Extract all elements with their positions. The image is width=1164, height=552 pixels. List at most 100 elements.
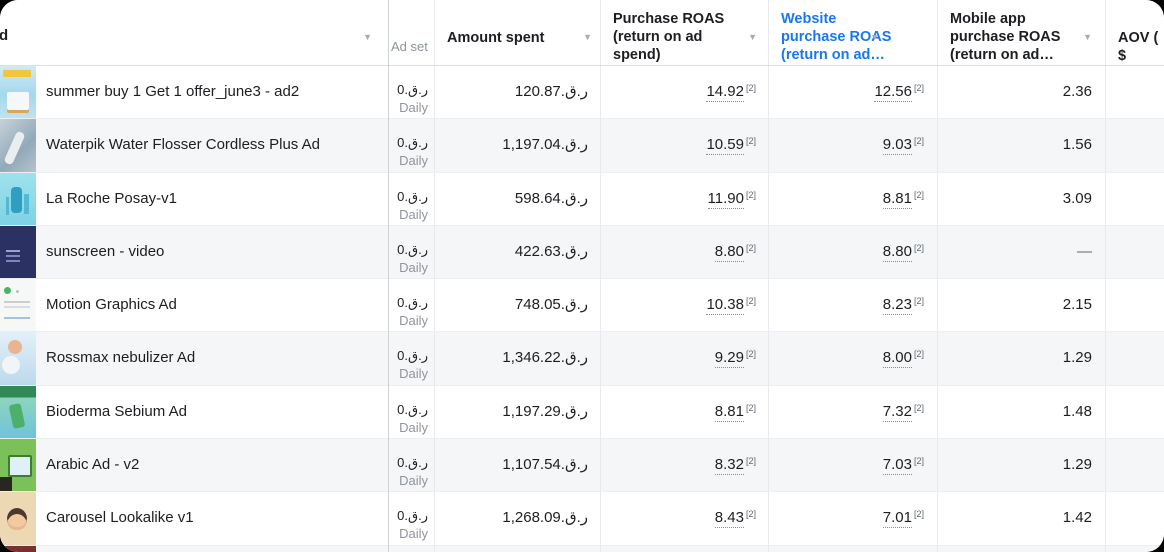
purchase-roas-value[interactable]: 8.32 xyxy=(714,456,744,476)
website-purchase-roas-value[interactable]: 7.01 xyxy=(882,509,912,529)
website-purchase-roas-value[interactable]: 7.32 xyxy=(882,402,912,422)
ad-thumbnail-carousel-face-creative[interactable] xyxy=(0,492,36,545)
currency-symbol: ر.ق. xyxy=(404,455,428,471)
column-header-website-purchase-roas[interactable]: Website purchase ROAS (return on ad… ▼ xyxy=(768,0,937,65)
ad-name-cell: Waterpik Water Flosser Cordless Plus Ad xyxy=(0,119,388,172)
budget-amount: 0ر.ق. xyxy=(397,401,428,417)
ad-thumbnail-dark-video-creative[interactable] xyxy=(0,225,36,279)
ad-thumbnail-buy-1-get-1-promo-creative[interactable] xyxy=(0,66,36,119)
ad-name-link[interactable]: summer buy 1 Get 1 offer_june3 - ad2 xyxy=(46,83,300,100)
purchase-roas-value[interactable]: 10.59 xyxy=(706,136,744,156)
ad-set-budget-cell: 0ر.ق. Daily xyxy=(388,66,434,118)
ad-thumbnail-arabic-green-creative[interactable] xyxy=(0,439,36,492)
amount-spent-cell: 1,197.29ر.ق. xyxy=(434,385,600,439)
sort-arrow-icon[interactable]: ▼ xyxy=(583,32,592,42)
ad-name-link[interactable]: Bioderma Sebium Ad xyxy=(46,402,187,420)
sort-arrow-icon[interactable]: ▼ xyxy=(748,32,757,42)
budget-schedule: Daily xyxy=(399,473,428,489)
currency-symbol: ر.ق. xyxy=(404,295,428,311)
budget-schedule: Daily xyxy=(399,206,428,222)
table-row: Rossmax nebulizer Ad 0ر.ق. Daily 1,346.2… xyxy=(0,332,1164,386)
column-header-purchase-roas[interactable]: Purchase ROAS (return on ad spend) ▼ xyxy=(600,0,768,65)
amount-spent-cell: 1,346.22ر.ق. xyxy=(434,332,600,385)
ad-name-link[interactable]: sunscreen - video xyxy=(46,242,165,260)
ad-thumbnail[interactable] xyxy=(0,545,36,552)
aov-cell xyxy=(1105,545,1106,552)
budget-amount: 0ر.ق. xyxy=(397,82,428,97)
column-header-mobile-app-purchase-roas[interactable]: Mobile app purchase ROAS (return on ad… … xyxy=(937,0,1105,65)
table-row: La Roche Posay-v1 0ر.ق. Daily 598.64ر.ق.… xyxy=(0,172,1164,226)
mobile-app-purchase-roas-cell: 1.56 xyxy=(937,119,1105,172)
ad-set-budget-cell xyxy=(388,546,434,552)
mobile-app-purchase-roas-cell: 2.36 xyxy=(937,66,1105,119)
ad-thumbnail-nebulizer-photo-creative[interactable] xyxy=(0,332,36,385)
sort-arrow-icon[interactable]: ▼ xyxy=(870,32,879,42)
budget-schedule: Daily xyxy=(399,419,428,435)
ad-set-budget-cell: 0ر.ق. Daily xyxy=(388,439,434,491)
footnote-marker: [2] xyxy=(745,456,756,467)
purchase-roas-value[interactable]: 9.29 xyxy=(714,349,744,369)
ad-thumbnail-skincare-bottle-creative[interactable] xyxy=(0,172,36,225)
sort-arrow-icon[interactable]: ▼ xyxy=(363,32,372,42)
website-purchase-roas-cell xyxy=(768,545,937,552)
website-purchase-roas-value[interactable]: 9.03 xyxy=(882,136,912,156)
ad-set-budget-cell: 0ر.ق. Daily xyxy=(388,226,434,278)
currency-symbol: ر.ق. xyxy=(560,402,588,420)
ad-set-budget-cell: 0ر.ق. Daily xyxy=(388,492,434,544)
ad-name-link[interactable]: Rossmax nebulizer Ad xyxy=(46,349,196,367)
website-purchase-roas-value[interactable]: 12.56 xyxy=(874,83,912,102)
ad-name-link[interactable]: Waterpik Water Flosser Cordless Plus Ad xyxy=(46,136,320,154)
footnote-marker: [2] xyxy=(913,509,924,520)
purchase-roas-value[interactable]: 8.43 xyxy=(714,509,744,529)
website-purchase-roas-value[interactable]: 8.81 xyxy=(882,189,912,209)
website-purchase-roas-value[interactable]: 8.23 xyxy=(882,296,912,316)
website-purchase-roas-cell: 8.00 [2] xyxy=(768,332,937,385)
ad-name-link[interactable]: Motion Graphics Ad xyxy=(46,296,177,314)
footnote-marker: [2] xyxy=(913,83,924,93)
aov-cell xyxy=(1105,225,1106,279)
purchase-roas-value[interactable]: 11.90 xyxy=(707,189,744,209)
column-header-amount-spent[interactable]: Amount spent ▼ xyxy=(434,0,600,65)
website-purchase-roas-value[interactable]: 8.80 xyxy=(882,242,912,262)
purchase-roas-value[interactable]: 8.81 xyxy=(714,402,744,422)
ad-thumbnail-motion-graphics-creative[interactable] xyxy=(0,279,36,332)
column-header-aov[interactable]: AOV ( $ xyxy=(1105,0,1164,65)
website-purchase-roas-value[interactable]: 7.03 xyxy=(882,456,912,476)
sort-arrow-icon[interactable]: ▼ xyxy=(1083,32,1092,42)
ad-name-cell: sunscreen - video xyxy=(0,225,388,279)
ad-name-cell: Bioderma Sebium Ad xyxy=(0,385,388,439)
aov-cell xyxy=(1105,172,1106,225)
purchase-roas-value[interactable]: 14.92 xyxy=(706,83,744,102)
budget-amount: 0ر.ق. xyxy=(397,241,428,257)
purchase-roas-value[interactable]: 8.80 xyxy=(714,242,744,262)
currency-symbol: ر.ق. xyxy=(560,296,588,314)
ad-thumbnail-water-flosser-photo-creative[interactable] xyxy=(0,119,36,172)
footnote-marker: [2] xyxy=(745,349,756,360)
budget-amount: 0ر.ق. xyxy=(397,348,428,364)
ad-column-label-fragment: d xyxy=(0,27,9,44)
purchase-roas-value[interactable]: 10.38 xyxy=(706,296,744,316)
budget-amount: 0ر.ق. xyxy=(397,295,428,311)
mobile-app-purchase-roas-value: 1.48 xyxy=(1062,402,1092,420)
amount-spent-cell: 422.63ر.ق. xyxy=(434,225,600,279)
ad-name-link[interactable]: Arabic Ad - v2 xyxy=(46,456,140,474)
ad-thumbnail-bioderma-product-creative[interactable] xyxy=(0,385,36,439)
website-purchase-roas-cell: 7.01 [2] xyxy=(768,492,937,545)
aov-cell xyxy=(1105,119,1106,172)
footnote-marker: [2] xyxy=(745,296,756,307)
currency-symbol: ر.ق. xyxy=(560,509,588,527)
ad-name-link[interactable]: Carousel Lookalike v1 xyxy=(46,509,194,527)
ad-set-column-label: Ad set xyxy=(391,39,428,54)
column-header-ad[interactable]: d ▼ xyxy=(0,0,388,65)
column-header-ad-set[interactable]: Ad set xyxy=(388,0,434,65)
budget-schedule: Daily xyxy=(399,259,428,275)
website-purchase-roas-value[interactable]: 8.00 xyxy=(882,349,912,369)
budget-schedule: Daily xyxy=(399,100,428,115)
ad-name-cell: Arabic Ad - v2 xyxy=(0,439,388,492)
footnote-marker: [2] xyxy=(745,189,756,200)
ad-name-link[interactable] xyxy=(36,546,54,552)
amount-spent-cell: 120.87ر.ق. xyxy=(434,66,600,119)
ad-name-link[interactable]: La Roche Posay-v1 xyxy=(46,189,177,207)
footnote-marker: [2] xyxy=(913,456,924,467)
